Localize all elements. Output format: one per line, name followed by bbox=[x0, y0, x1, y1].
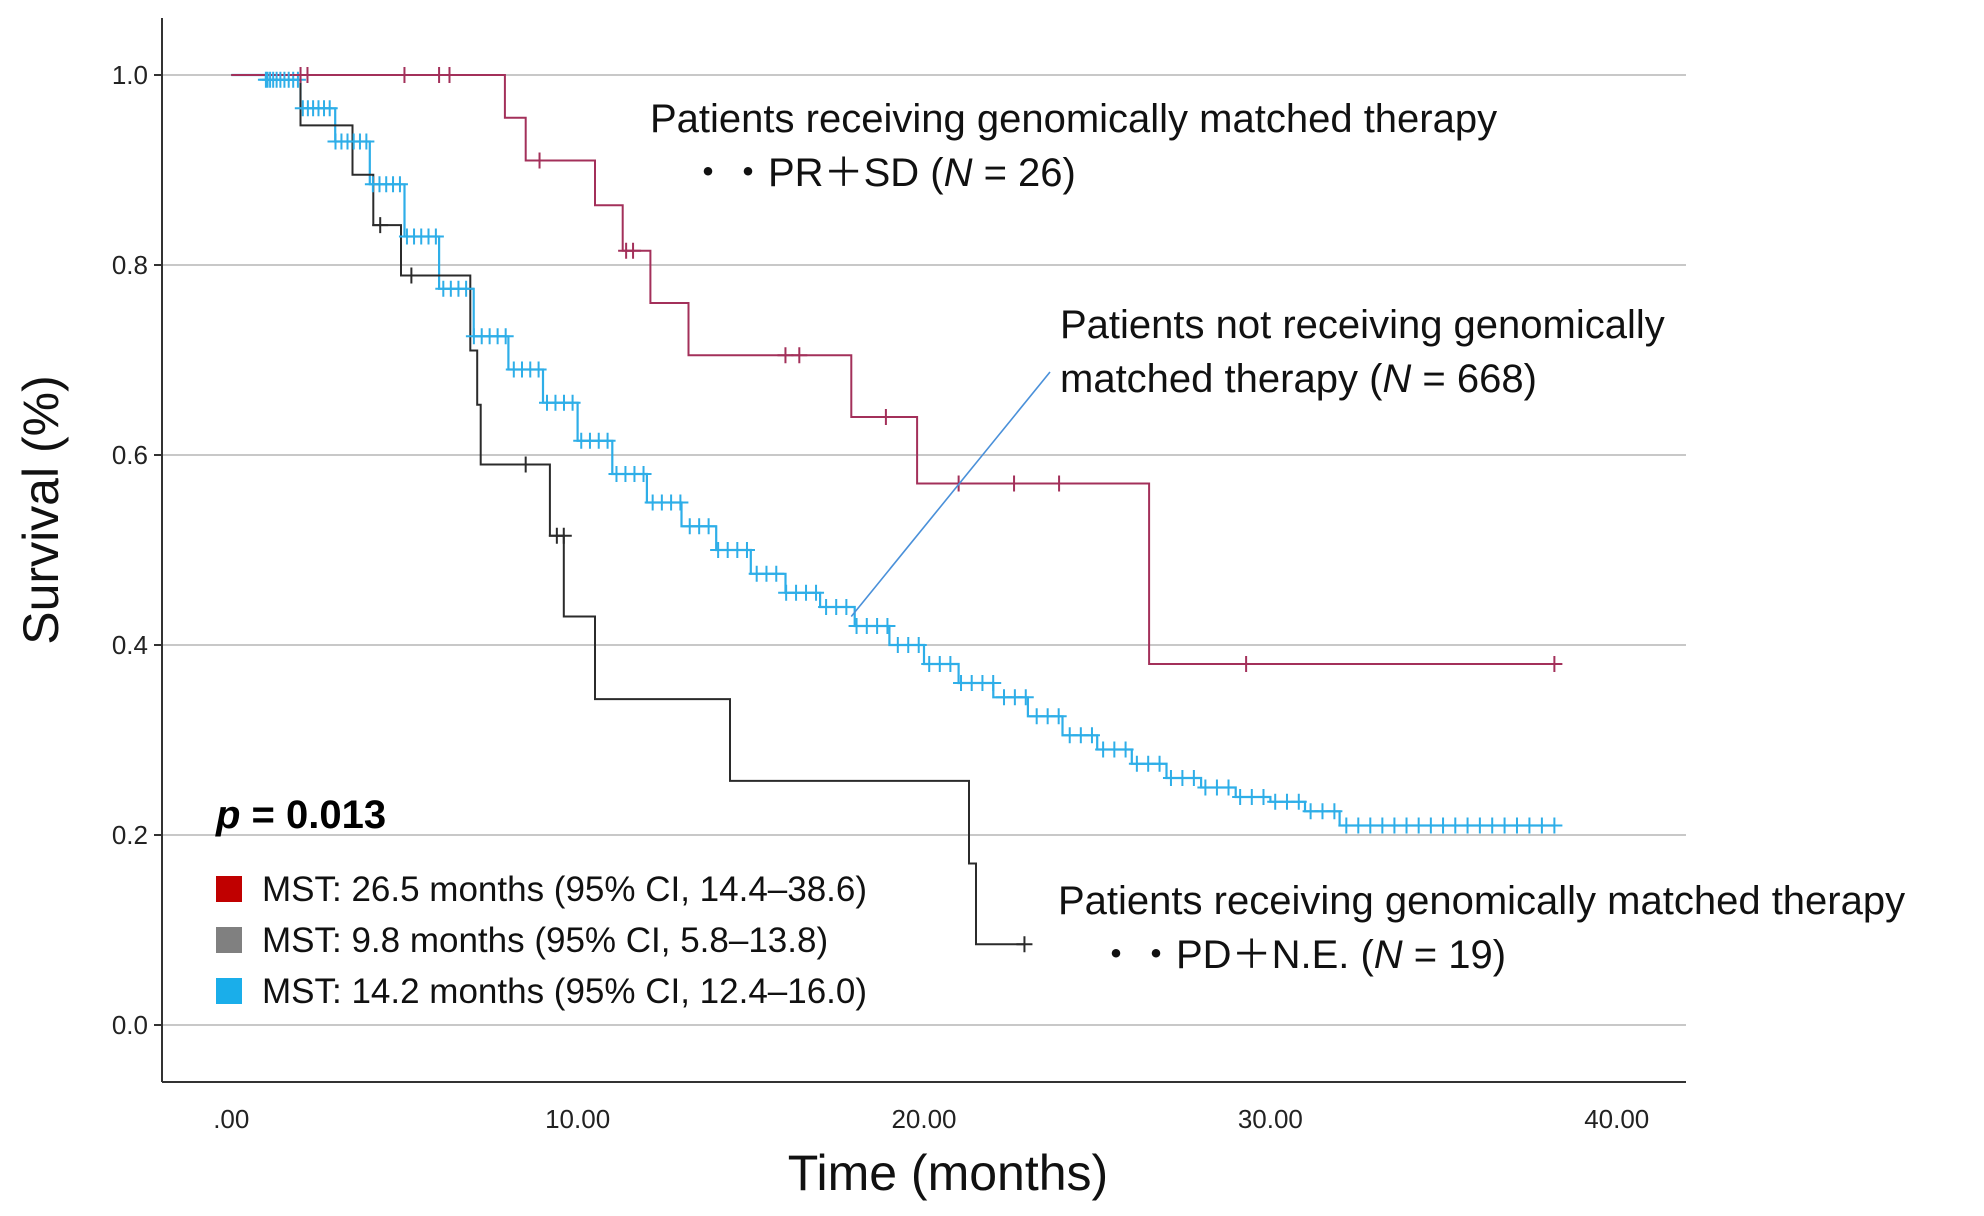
censor-mark bbox=[635, 466, 652, 482]
censor-mark bbox=[879, 618, 896, 634]
axes bbox=[161, 18, 1686, 1083]
censor-mark bbox=[1220, 779, 1237, 796]
y-tick-labels: 0.0 0.2 0.4 0.6 0.8 1.0 bbox=[112, 60, 162, 1040]
censor-mark bbox=[358, 133, 375, 150]
censor-mark bbox=[672, 494, 689, 511]
annotation-matched-poor-line2: ・・PD＋N.E. (N = 19) bbox=[1096, 933, 1506, 977]
x-tick-label: .00 bbox=[213, 1104, 249, 1134]
censor-marks bbox=[257, 67, 1563, 953]
censor-mark bbox=[458, 280, 475, 297]
censor-mark bbox=[396, 67, 413, 83]
censor-mark bbox=[321, 100, 338, 117]
censor-mark bbox=[1238, 656, 1255, 672]
censor-mark bbox=[497, 328, 514, 345]
censor-mark bbox=[625, 242, 642, 259]
legend-text-not-matched: MST: 14.2 months (95% CI, 12.4–16.0) bbox=[262, 972, 867, 1011]
y-tick-label: 0.4 bbox=[112, 630, 148, 660]
censor-mark bbox=[1185, 770, 1202, 786]
censor-mark bbox=[838, 599, 855, 615]
legend-swatch-not-matched bbox=[216, 978, 242, 1004]
censor-mark bbox=[441, 67, 458, 83]
censor-mark bbox=[791, 347, 808, 364]
censor-mark bbox=[391, 176, 408, 193]
x-tick-label: 10.00 bbox=[545, 1104, 610, 1134]
censor-mark bbox=[403, 267, 420, 284]
annotation-matched-good-line2: ・・PR＋SD (N = 26) bbox=[688, 151, 1076, 195]
y-tick-label: 0.0 bbox=[112, 1010, 148, 1040]
censor-mark bbox=[427, 228, 444, 245]
legend: MST: 26.5 months (95% CI, 14.4–38.6) MST… bbox=[216, 870, 867, 1011]
p-value: p = 0.013 bbox=[215, 793, 386, 837]
x-tick-label: 30.00 bbox=[1238, 1104, 1303, 1134]
survival-curves bbox=[231, 73, 1555, 946]
censor-mark bbox=[910, 637, 927, 653]
legend-text-pd-ne: MST: 9.8 months (95% CI, 5.8–13.8) bbox=[262, 921, 828, 960]
curve-pr-sd bbox=[231, 74, 1555, 665]
censor-mark bbox=[777, 347, 794, 364]
legend-text-pr-sd: MST: 26.5 months (95% CI, 14.4–38.6) bbox=[262, 870, 867, 909]
censor-mark bbox=[530, 361, 547, 378]
censor-mark bbox=[942, 656, 959, 672]
y-tick-label: 0.8 bbox=[112, 250, 148, 280]
censor-mark bbox=[1051, 475, 1068, 492]
censor-mark bbox=[738, 542, 755, 558]
censor-mark bbox=[1546, 817, 1563, 834]
y-axis-title: Survival (%) bbox=[13, 375, 69, 644]
censor-mark bbox=[768, 565, 785, 582]
x-tick-labels: .00 10.00 20.00 30.00 40.00 bbox=[213, 1104, 1649, 1134]
censor-mark bbox=[700, 518, 717, 535]
censor-mark bbox=[564, 394, 581, 411]
y-tick-label: 1.0 bbox=[112, 60, 148, 90]
y-tick-label: 0.6 bbox=[112, 440, 148, 470]
annotation-pointer-line bbox=[850, 371, 1051, 618]
censor-mark bbox=[1546, 656, 1563, 672]
censor-mark bbox=[808, 584, 825, 601]
censor-mark bbox=[372, 217, 389, 234]
censor-mark bbox=[877, 409, 894, 425]
censor-mark bbox=[531, 152, 548, 169]
censor-mark bbox=[517, 456, 534, 473]
censor-mark bbox=[555, 527, 572, 544]
censor-mark bbox=[1017, 689, 1034, 706]
censor-mark bbox=[1050, 708, 1067, 725]
censor-mark bbox=[1290, 793, 1307, 810]
censor-mark bbox=[1117, 741, 1134, 758]
legend-swatch-pr-sd bbox=[216, 876, 242, 902]
annotation-not-matched-line2: matched therapy (N = 668) bbox=[1060, 357, 1537, 401]
censor-mark bbox=[1326, 803, 1343, 820]
censor-mark bbox=[1083, 727, 1100, 744]
censor-mark bbox=[1255, 789, 1272, 805]
curve-pd-ne bbox=[231, 74, 1025, 946]
censor-mark bbox=[299, 67, 316, 83]
y-tick-label: 0.2 bbox=[112, 820, 148, 850]
annotation-not-matched-line1: Patients not receiving genomically bbox=[1060, 303, 1665, 347]
censor-mark bbox=[1006, 475, 1023, 492]
censor-mark bbox=[599, 432, 616, 449]
censor-mark bbox=[985, 675, 1002, 691]
annotation-matched-poor-line1: Patients receiving genomically matched t… bbox=[1058, 879, 1905, 923]
annotation-matched-good-line1: Patients receiving genomically matched t… bbox=[650, 97, 1497, 141]
censor-mark bbox=[1016, 936, 1033, 953]
censor-mark bbox=[1151, 755, 1168, 772]
x-axis-title: Time (months) bbox=[788, 1145, 1108, 1201]
x-tick-label: 20.00 bbox=[891, 1104, 956, 1134]
x-tick-label: 40.00 bbox=[1584, 1104, 1649, 1134]
legend-swatch-pd-ne bbox=[216, 927, 242, 953]
